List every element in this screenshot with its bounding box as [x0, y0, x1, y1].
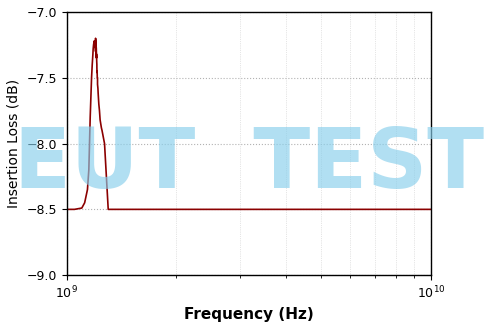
Y-axis label: Insertion Loss (dB): Insertion Loss (dB) [7, 79, 21, 208]
Text: EUT  TEST: EUT TEST [14, 124, 483, 205]
X-axis label: Frequency (Hz): Frequency (Hz) [183, 307, 313, 322]
